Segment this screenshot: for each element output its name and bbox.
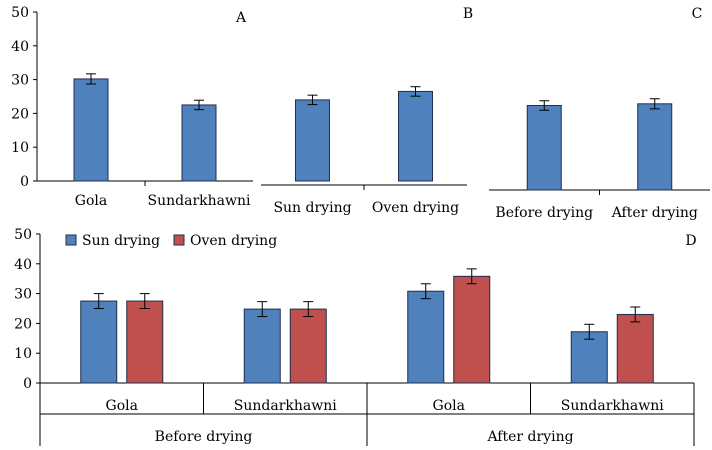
panel-a-y-tick-label: 20 [11,106,29,122]
panel-d-bar-oven-drying [453,275,491,384]
panel-d-category-label: Sundarkhawni [561,398,664,414]
panel-a-y-tick-label: 0 [20,174,29,190]
legend-label-sun-drying: Sun drying [82,233,160,249]
panel-d-bar-oven-drying [289,308,327,384]
panel-d-y-tick-label: 40 [14,257,32,273]
panel-a-y-tick-label: 40 [11,39,29,55]
panel-d-bar-oven-drying [616,313,654,384]
panel-a-bar [73,78,109,182]
panel-b-bar [295,99,330,182]
legend-swatch-oven-drying [173,234,185,246]
panel-c-category-label: Before drying [495,205,593,221]
panel-c-category-label: After drying [611,205,698,221]
legend-swatch-sun-drying [65,234,77,246]
panel-c-bar [526,105,562,191]
panel-d-category-label: Sundarkhawni [234,398,337,414]
panel-d-bar-sun-drying [80,300,118,384]
panel-c-label: C [692,6,703,22]
panel-d-y-tick-label: 50 [14,227,32,243]
panel-c-bar [637,103,673,191]
panel-d-group-label: Before drying [155,429,253,445]
panel-a-label: A [235,10,247,26]
panel-d-y-tick-label: 0 [23,376,32,392]
panel-a-y-tick-label: 30 [11,73,29,89]
panel-a-category-label: Sundarkhawni [148,193,251,209]
panel-b-category-label: Oven drying [372,200,459,216]
panel-d-bar-sun-drying [407,290,445,384]
panel-d-category-label: Gola [433,398,465,414]
panel-a-y-tick-label: 50 [11,5,29,21]
legend-label-oven-drying: Oven drying [190,233,277,249]
panel-d-bar-oven-drying [126,300,164,384]
panel-d-bar-sun-drying [243,308,281,384]
panel-b-label: B [463,6,473,22]
panel-d-y-tick-label: 10 [14,346,32,362]
panel-d-group-label: After drying [486,429,573,445]
panel-d-bar-sun-drying [570,331,608,384]
panel-d-y-tick-label: 20 [14,316,32,332]
panel-d-category-label: Gola [106,398,138,414]
panel-b-bar [398,90,433,182]
panel-d-y-tick-label: 30 [14,287,32,303]
panel-d-label: D [685,233,696,249]
panel-a-y-tick-label: 10 [11,140,29,156]
panel-b-category-label: Sun drying [273,200,351,216]
panel-a-category-label: Gola [75,193,107,209]
panel-a-bar [181,104,217,182]
